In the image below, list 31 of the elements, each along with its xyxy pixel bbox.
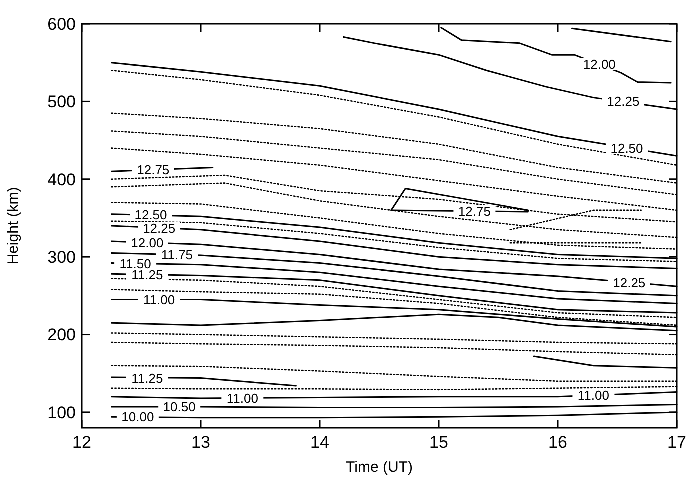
annotation: 11.50 (120, 256, 152, 272)
annotation: 12.25 (607, 94, 640, 110)
annotation: 10.00 (122, 410, 154, 425)
annotation: 11.25 (132, 370, 164, 386)
y-tick-label: 300 (48, 248, 76, 268)
annotation: 11.00 (578, 388, 610, 403)
annotation: 12.00 (583, 56, 616, 72)
annotation: 12.50 (610, 140, 644, 156)
annotation: 12.25 (143, 220, 176, 236)
annotation: 11.75 (161, 247, 193, 262)
y-tick-label: 500 (48, 92, 76, 112)
x-tick-label: 13 (192, 433, 210, 452)
annotation: 12.25 (613, 275, 646, 290)
annotation: 10.50 (163, 400, 196, 415)
y-tick-label: 200 (48, 326, 76, 345)
annotation: 12.50 (134, 208, 168, 223)
annotation: 12.00 (131, 236, 164, 251)
y-tick-label: 600 (48, 14, 76, 34)
x-tick-label: 15 (430, 433, 448, 452)
x-tick-label: 14 (310, 433, 330, 452)
y-tick-label: 400 (48, 170, 76, 190)
annotation: 11.00 (144, 292, 176, 308)
annotation: 11.00 (226, 391, 258, 406)
x-tick-label: 16 (548, 433, 568, 452)
x-axis-title: Time (UT) (346, 459, 413, 476)
annotation: 12.75 (458, 204, 491, 219)
x-tick-label: 12 (72, 433, 92, 452)
annotation: 12.75 (137, 162, 170, 178)
y-tick-label: 100 (48, 403, 76, 422)
y-axis-title: Height (km) (5, 187, 22, 265)
x-tick-label: 17 (668, 433, 686, 452)
